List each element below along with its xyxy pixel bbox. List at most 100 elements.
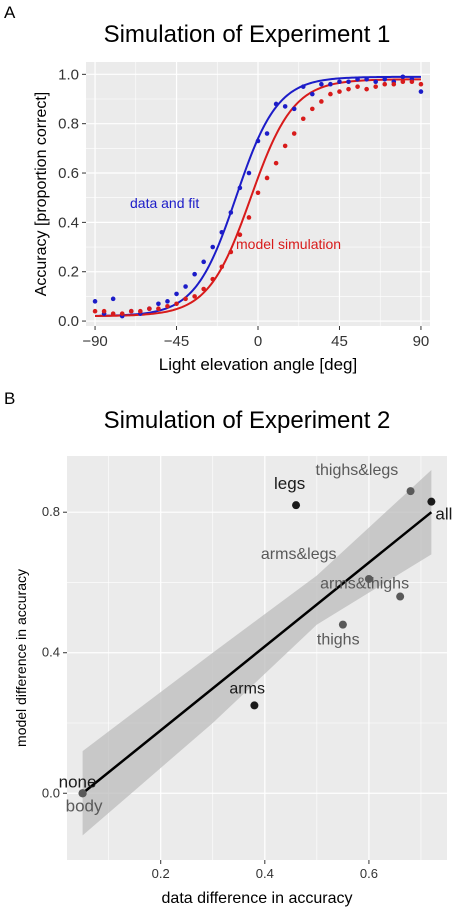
data-point bbox=[346, 79, 351, 85]
x-tick-label: 0.4 bbox=[256, 866, 274, 881]
data-point bbox=[319, 99, 324, 104]
regression-line bbox=[81, 511, 433, 795]
chart-a-y-label: Accuracy [proportion correct] bbox=[33, 92, 50, 297]
data-point bbox=[418, 81, 424, 87]
data-point bbox=[382, 76, 388, 82]
data-point bbox=[128, 308, 134, 314]
chart-a-grid bbox=[86, 62, 430, 326]
point-arms&thighs bbox=[396, 592, 405, 601]
data-point bbox=[400, 79, 406, 85]
data-point bbox=[246, 170, 252, 176]
point-arms bbox=[250, 701, 259, 710]
point-legs bbox=[292, 501, 301, 510]
chart-b-x-ticks: 0.2 0.4 0.6 bbox=[152, 860, 378, 881]
y-tick-label: 0.0 bbox=[42, 785, 60, 800]
y-tick-label: 0.8 bbox=[42, 504, 60, 519]
data-point bbox=[310, 91, 315, 97]
data-point bbox=[237, 185, 243, 191]
data-point bbox=[282, 143, 288, 149]
point-label: arms bbox=[229, 680, 265, 697]
data-point bbox=[291, 131, 297, 136]
data-point bbox=[255, 138, 261, 144]
x-tick-label: 0.6 bbox=[360, 866, 378, 881]
chart-b-marks: none body arms legs thighs arms&legs arms&thig… bbox=[59, 462, 452, 836]
data-point bbox=[373, 79, 378, 85]
data-point bbox=[328, 81, 333, 87]
data-point bbox=[201, 259, 206, 265]
data-point bbox=[174, 301, 179, 307]
data-point bbox=[391, 81, 397, 87]
data-point bbox=[364, 86, 369, 92]
data-point bbox=[201, 286, 206, 292]
data-point bbox=[156, 301, 161, 307]
data-point bbox=[228, 249, 234, 255]
data-point bbox=[273, 160, 279, 166]
point-label: arms&legs bbox=[261, 546, 337, 563]
point-label: thighs&legs bbox=[316, 462, 399, 479]
data-point bbox=[92, 308, 98, 314]
data-point bbox=[219, 229, 225, 235]
panel-b-letter: B bbox=[4, 389, 15, 408]
x-tick-label: 0 bbox=[254, 333, 262, 350]
point-label: legs bbox=[274, 474, 305, 493]
data-point bbox=[346, 86, 351, 92]
y-tick-label: 0.6 bbox=[58, 165, 79, 182]
point-arms&legs bbox=[364, 574, 373, 583]
data-point bbox=[147, 306, 152, 312]
data-point bbox=[228, 210, 234, 215]
point-label: none bbox=[59, 772, 97, 791]
data-point bbox=[219, 264, 225, 270]
data-point bbox=[364, 76, 369, 82]
x-tick-label: 90 bbox=[413, 333, 430, 350]
data-point bbox=[355, 84, 360, 89]
data-point bbox=[264, 175, 270, 181]
data-point bbox=[300, 84, 306, 89]
data-point bbox=[291, 106, 297, 112]
chart-a-title: Simulation of Experiment 1 bbox=[104, 21, 391, 48]
data-point bbox=[400, 74, 406, 80]
data-point bbox=[183, 284, 188, 289]
data-point bbox=[138, 308, 143, 314]
chart-a-y-ticks: 0.0 0.2 0.4 0.6 0.8 1.0 bbox=[58, 66, 86, 330]
data-point bbox=[337, 89, 342, 94]
data-point bbox=[255, 190, 261, 196]
annotation-model-simulation: model simulation bbox=[236, 236, 341, 252]
data-point bbox=[92, 299, 98, 304]
y-tick-label: 0.4 bbox=[42, 645, 60, 660]
y-tick-label: 1.0 bbox=[58, 66, 79, 83]
data-point bbox=[110, 311, 116, 316]
data-point bbox=[210, 244, 216, 250]
data-point bbox=[192, 294, 197, 299]
data-point bbox=[418, 89, 424, 94]
data-point bbox=[246, 215, 252, 220]
data-point bbox=[300, 116, 306, 122]
y-tick-label: 0.0 bbox=[58, 313, 79, 330]
x-tick-label: −90 bbox=[82, 333, 107, 350]
data-point bbox=[310, 106, 315, 112]
data-point bbox=[282, 104, 288, 109]
data-point bbox=[328, 91, 333, 97]
data-point bbox=[382, 81, 388, 87]
data-point bbox=[101, 308, 107, 314]
data-point bbox=[273, 101, 279, 107]
chart-b-x-label: data difference in accuracy bbox=[162, 890, 353, 907]
chart-b-title: Simulation of Experiment 2 bbox=[104, 407, 391, 434]
data-point bbox=[174, 291, 179, 297]
point-thighs&legs bbox=[406, 487, 415, 496]
y-tick-label: 0.8 bbox=[58, 116, 79, 133]
y-tick-label: 0.4 bbox=[58, 214, 79, 231]
point-label: all bbox=[435, 505, 452, 524]
panel-a-letter: A bbox=[4, 3, 16, 22]
data-point bbox=[409, 79, 415, 85]
data-point bbox=[119, 311, 125, 316]
point-body bbox=[78, 789, 87, 798]
x-tick-label: 0.2 bbox=[152, 866, 170, 881]
data-point bbox=[319, 81, 324, 87]
point-label: body bbox=[66, 796, 103, 815]
data-point bbox=[192, 271, 197, 277]
data-point bbox=[165, 299, 170, 304]
y-tick-label: 0.2 bbox=[58, 264, 79, 281]
data-point bbox=[183, 296, 188, 302]
chart-b-y-ticks: 0.0 0.4 0.8 bbox=[42, 504, 67, 800]
